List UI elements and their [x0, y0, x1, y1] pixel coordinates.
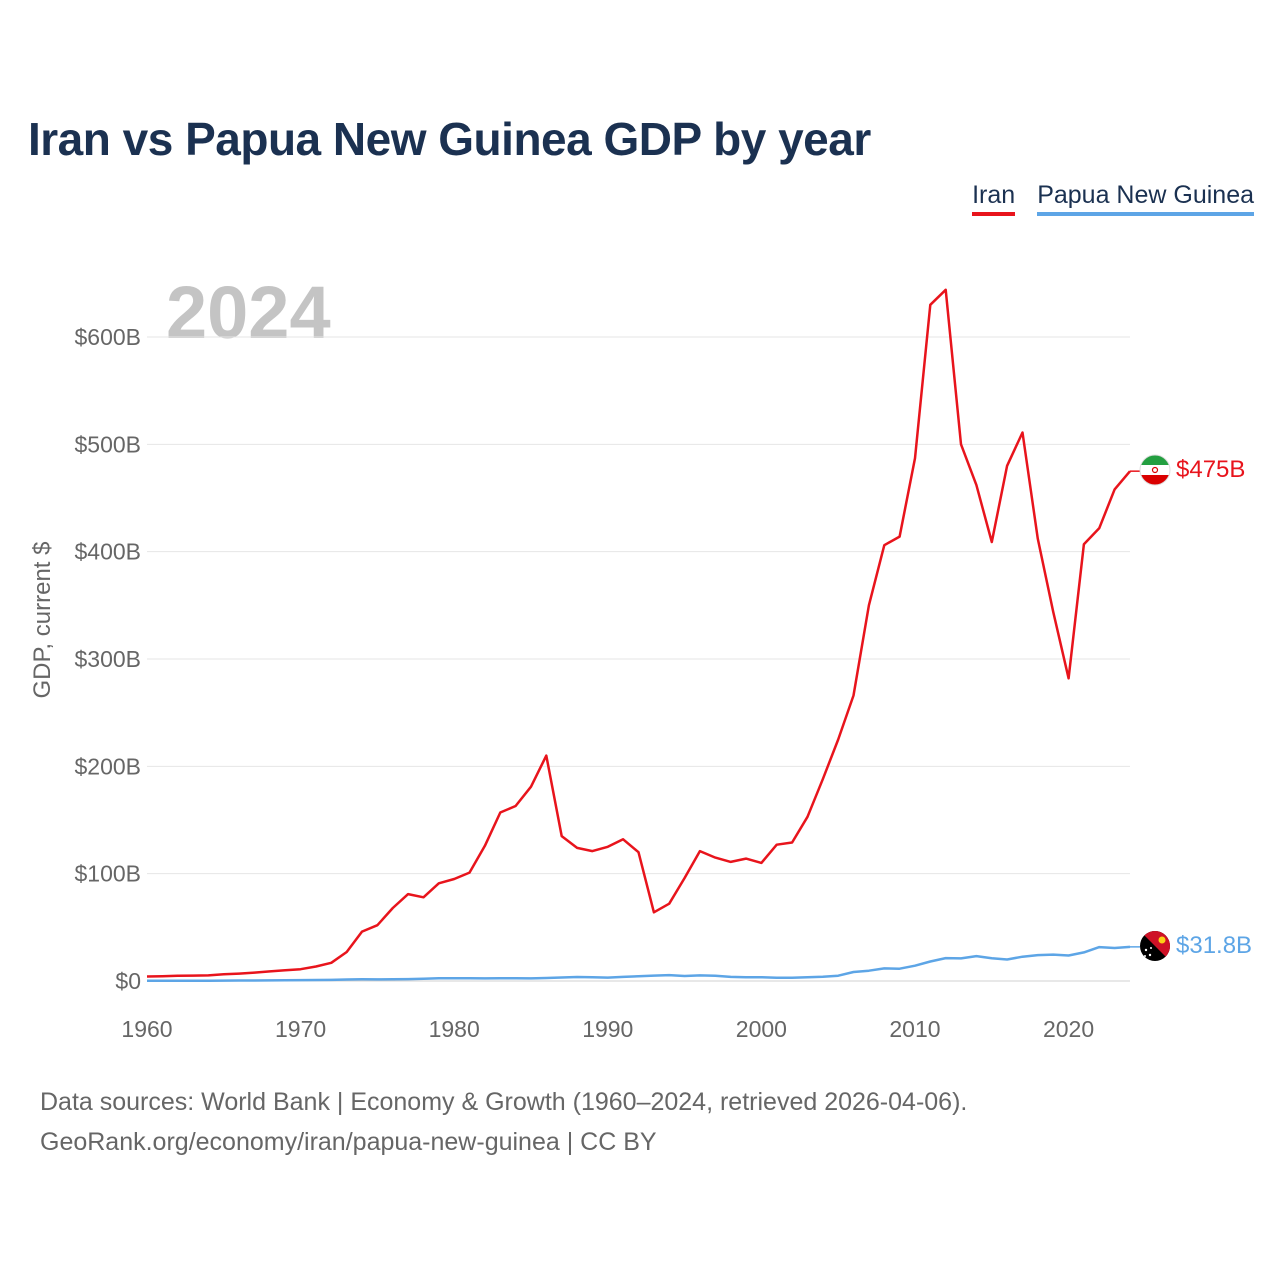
y-axis-label: GDP, current $: [29, 542, 56, 699]
x-tick-label: 1970: [275, 1016, 326, 1042]
iran-flag-icon: [1139, 454, 1171, 486]
series-line-papua-new-guinea: [147, 945, 1131, 983]
x-tick-label: 1990: [582, 1016, 633, 1042]
y-tick-label: $500B: [74, 431, 141, 457]
papua-new-guinea-end-label: $31.8B: [1176, 932, 1252, 959]
y-tick-label: $600B: [74, 324, 141, 350]
grid: [147, 336, 1130, 982]
legend-item-iran[interactable]: Iran: [972, 180, 1016, 216]
x-tick-label: 1980: [429, 1016, 480, 1042]
legend: Iran Papua New Guinea: [972, 180, 1254, 216]
y-tick-label: $300B: [74, 646, 141, 672]
y-axis-ticks: $0 $100B $200B $300B $400B $500B $600B: [74, 324, 141, 994]
sources-line-2[interactable]: GeoRank.org/economy/iran/papua-new-guine…: [40, 1128, 657, 1156]
y-tick-label: $200B: [74, 753, 141, 779]
x-axis-ticks: 1960 1970 1980 1990 2000 2010 2020: [121, 1016, 1094, 1042]
x-tick-label: 2010: [889, 1016, 940, 1042]
chart-title: Iran vs Papua New Guinea GDP by year: [28, 113, 871, 165]
iran-end-label: $475B: [1176, 456, 1245, 483]
papua-new-guinea-flag-icon: [1140, 931, 1170, 961]
legend-item-papua-new-guinea[interactable]: Papua New Guinea: [1037, 180, 1254, 216]
sources-line-1: Data sources: World Bank | Economy & Gro…: [40, 1088, 968, 1116]
year-watermark: 2024: [166, 271, 331, 354]
series-line-iran: [146, 288, 1131, 978]
x-tick-label: 2020: [1043, 1016, 1094, 1042]
y-tick-label: $400B: [74, 539, 141, 565]
data-sources: Data sources: World Bank | Economy & Gro…: [40, 1082, 967, 1162]
x-tick-label: 1960: [121, 1016, 172, 1042]
y-tick-label: $0: [115, 968, 141, 994]
y-tick-label: $100B: [74, 861, 141, 887]
x-tick-label: 2000: [736, 1016, 787, 1042]
